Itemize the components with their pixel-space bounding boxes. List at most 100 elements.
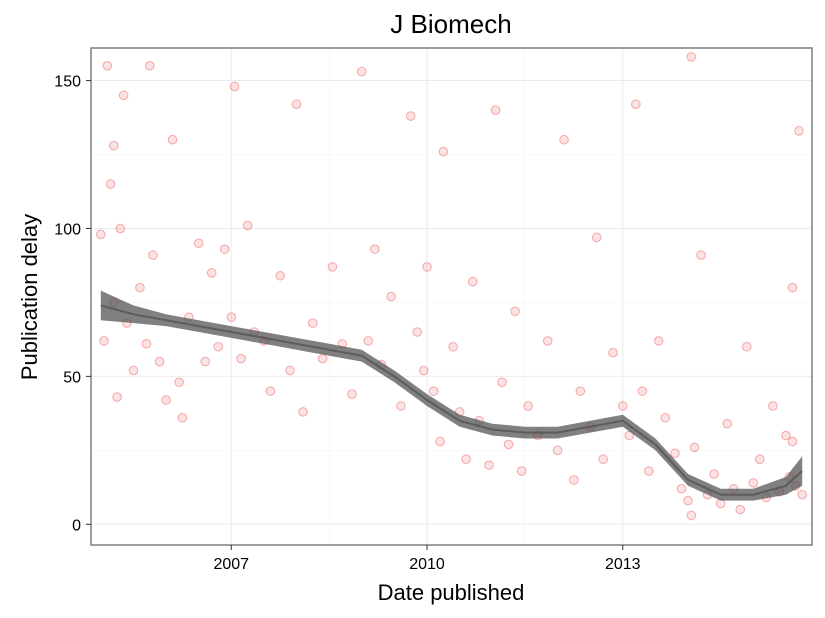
data-point: [709, 469, 719, 479]
data-point: [412, 327, 423, 337]
data-point: [484, 460, 494, 470]
data-point: [735, 504, 746, 515]
y-tick-label: 50: [63, 369, 81, 386]
data-point: [200, 356, 210, 367]
data-point: [356, 66, 367, 77]
data-point: [787, 282, 798, 293]
data-point: [435, 436, 445, 447]
x-axis-ticks: 2007 2010 2013: [213, 545, 641, 573]
data-point: [768, 401, 778, 411]
data-point: [327, 262, 338, 272]
data-point: [405, 111, 416, 121]
data-point: [591, 232, 602, 243]
data-point: [115, 223, 126, 234]
data-point: [676, 483, 687, 494]
y-tick-label: 150: [54, 74, 81, 91]
data-point: [167, 134, 178, 145]
data-point: [206, 268, 217, 278]
data-point: [438, 146, 449, 157]
y-tick-label: 0: [72, 517, 81, 534]
data-point: [148, 250, 158, 260]
data-point: [461, 454, 471, 465]
data-point: [193, 238, 204, 249]
data-point: [298, 407, 308, 417]
data-point: [213, 341, 224, 352]
data-point: [781, 430, 791, 441]
data-point: [236, 353, 246, 364]
data-point: [396, 401, 406, 411]
x-tick-label: 2007: [213, 556, 249, 573]
data-point: [109, 140, 119, 151]
data-point: [617, 401, 628, 411]
data-point: [741, 341, 752, 352]
data-point: [308, 318, 318, 328]
data-point: [285, 365, 295, 376]
data-point: [510, 306, 520, 317]
data-point: [428, 386, 439, 396]
data-point: [418, 365, 429, 376]
data-point: [118, 90, 129, 101]
data-point: [291, 99, 302, 110]
data-point: [177, 412, 188, 423]
data-point: [637, 386, 648, 396]
data-point: [559, 134, 569, 145]
data-point: [363, 336, 374, 346]
data-point: [755, 454, 765, 465]
data-point: [598, 454, 609, 465]
data-point: [135, 282, 145, 293]
x-tick-label: 2013: [605, 556, 641, 573]
smooth-trend: [100, 290, 803, 501]
grid-lines: [91, 48, 812, 545]
data-point: [141, 339, 152, 349]
data-point: [161, 395, 171, 405]
data-point: [683, 495, 693, 506]
data-point: [696, 250, 706, 260]
data-point: [422, 262, 432, 272]
plot-panel: [91, 48, 812, 545]
data-point: [229, 81, 240, 92]
data-point: [105, 179, 116, 189]
data-point: [787, 436, 798, 447]
data-point: [99, 336, 109, 346]
chart-title: J Biomech: [390, 9, 511, 39]
y-axis-title: Publication delay: [17, 214, 42, 380]
data-point: [497, 377, 507, 388]
data-point: [523, 401, 533, 411]
data-point: [347, 389, 357, 399]
y-axis-ticks: 0 50 100 150: [54, 74, 91, 534]
data-point: [112, 392, 122, 402]
data-point: [552, 445, 563, 456]
x-axis-title: Date published: [378, 580, 525, 605]
data-point: [370, 244, 380, 254]
data-point: [653, 336, 664, 346]
data-point: [748, 478, 759, 488]
data-point: [219, 244, 230, 254]
data-point: [242, 220, 253, 231]
data-point: [154, 356, 165, 367]
data-point: [386, 291, 396, 302]
data-point: [174, 377, 184, 388]
data-point: [542, 336, 553, 346]
x-tick-label: 2010: [409, 556, 445, 573]
data-point: [275, 270, 286, 281]
data-point: [128, 365, 139, 376]
plot-border: [90, 47, 813, 546]
confidence-band: [100, 290, 803, 501]
data-point: [608, 347, 618, 358]
data-point: [575, 386, 586, 396]
data-point: [490, 105, 501, 115]
smooth-line: [100, 304, 803, 496]
data-point: [317, 353, 328, 364]
data-point: [448, 341, 458, 352]
y-tick-label: 100: [54, 221, 81, 238]
data-point: [797, 489, 808, 500]
data-point: [689, 442, 700, 453]
data-point: [794, 126, 804, 136]
data-point: [631, 99, 641, 110]
data-point: [686, 52, 697, 62]
data-point: [102, 60, 113, 71]
data-point: [660, 412, 670, 423]
data-point: [670, 448, 680, 459]
data-point: [265, 386, 276, 396]
data-point: [226, 312, 237, 323]
